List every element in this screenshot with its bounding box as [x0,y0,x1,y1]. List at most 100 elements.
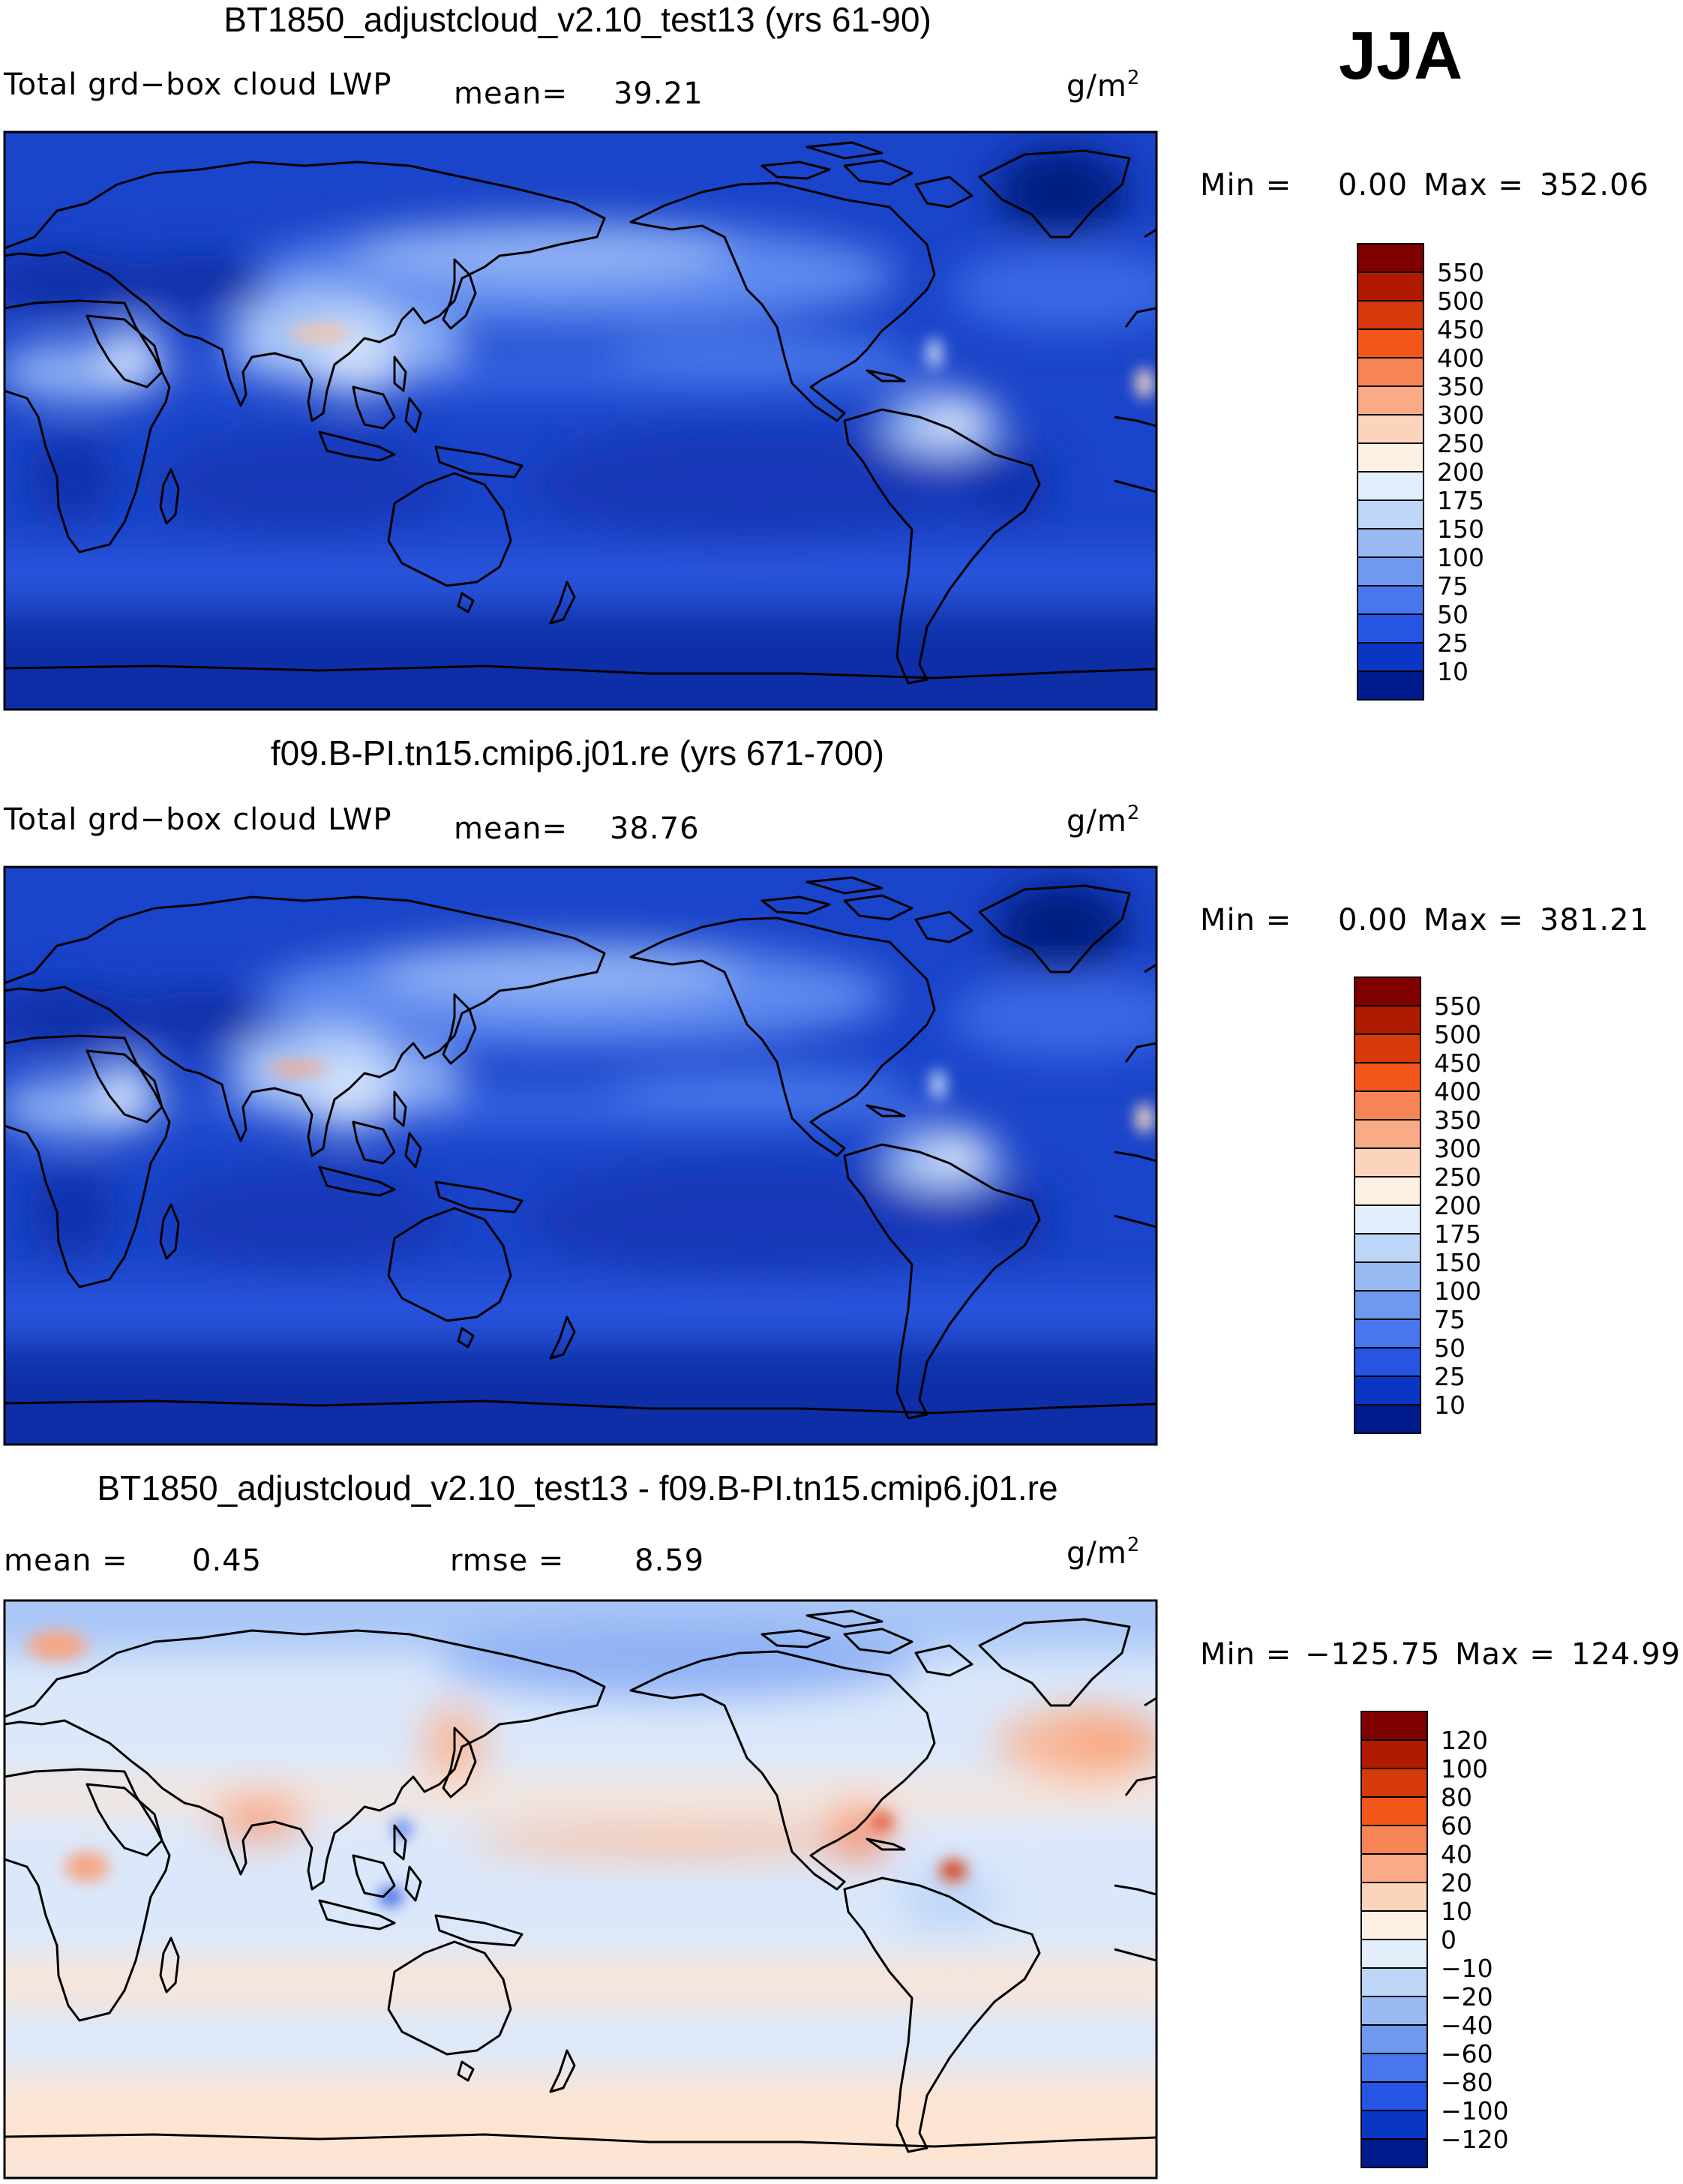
mean-value: 38.76 [610,812,700,846]
mean-value: 0.45 [192,1544,262,1578]
units-label: g/m2 [1066,1534,1140,1570]
colorbar-swatch [1360,2081,1428,2111]
max-value: 124.99 [1571,1637,1681,1672]
rmse-value: 8.59 [634,1544,704,1578]
panel-title: BT1850_adjustcloud_v2.10_test13 - f09.B-… [97,1468,1058,1508]
colorbar-swatch [1357,386,1424,416]
panel-difference: BT1850_adjustcloud_v2.10_test13 - f09.B-… [3,1468,1681,2180]
variable-label: Total grd−box cloud LWP [3,68,392,102]
colorbar-tick-label: 10 [1441,1897,1472,1926]
colorbar-tick-label: 500 [1434,1020,1481,1049]
colorbar-tick-label: −120 [1441,2125,1509,2154]
colorbar-swatch [1360,1882,1428,1912]
min-label: Min = [1200,1637,1292,1672]
colorbar-swatch [1360,2110,1428,2140]
colorbar-swatch [1354,1062,1421,1092]
min-label: Min = [1200,903,1292,938]
colorbar-tick-label: −20 [1441,1982,1493,2012]
colorbar-swatch [1360,2053,1428,2083]
units-label: g/m2 [1066,67,1140,104]
colorbar-tick-label: 100 [1441,1754,1488,1784]
colorbar-swatch [1357,642,1424,672]
colorbar-swatch [1357,500,1424,530]
colorbar: 5505004504003503002502001751501007550251… [1357,243,1484,700]
colorbar: 5505004504003503002502001751501007550251… [1354,976,1481,1434]
min-value: 0.00 [1338,903,1408,938]
colorbar-swatch [1354,1176,1421,1206]
colorbar-tick-label: 150 [1437,514,1484,544]
colorbar-swatch [1354,976,1421,1006]
colorbar-swatch [1360,1853,1428,1883]
colorbar-tick-label: 10 [1437,657,1468,686]
variable-label: Total grd−box cloud LWP [3,802,392,837]
colorbar-swatch [1354,1090,1421,1120]
colorbar-tick-label: 450 [1434,1048,1481,1078]
colorbar-swatch [1357,528,1424,558]
colorbar-swatch [1357,614,1424,644]
min-value: 0.00 [1338,168,1408,202]
mean-label: mean= [454,76,568,111]
mean-label: mean= [454,812,568,846]
colorbar-swatch [1354,1376,1421,1406]
season-label: JJA [1339,19,1462,94]
colorbar-tick-label: 200 [1437,458,1484,487]
colorbar-tick-label: 25 [1434,1362,1466,1391]
colorbar-swatch [1360,1967,1428,1997]
colorbar-swatch [1354,1119,1421,1149]
colorbar-tick-label: −60 [1441,2039,1493,2068]
colorbar-swatch [1354,1034,1421,1064]
max-value: 352.06 [1540,168,1649,202]
panel-model-1: BT1850_adjustcloud_v2.10_test13 (yrs 61-… [3,0,1649,711]
colorbar-swatch [1354,1148,1421,1178]
max-label: Max = [1424,903,1524,938]
min-label: Min = [1200,168,1292,202]
colorbar-tick-label: 25 [1437,628,1468,658]
colorbar-swatch [1354,1290,1421,1320]
colorbar-tick-label: 400 [1437,344,1484,373]
min-value: −125.75 [1305,1637,1440,1672]
colorbar-tick-label: 50 [1437,600,1468,629]
colorbar-swatch [1360,1996,1428,2026]
colorbar-swatch [1357,414,1424,444]
colorbar-swatch [1354,1404,1421,1434]
colorbar-swatch [1354,1262,1421,1292]
colorbar-tick-label: 100 [1437,543,1484,572]
max-label: Max = [1424,168,1524,202]
colorbar-swatch [1357,243,1424,273]
colorbar-tick-label: 400 [1434,1077,1481,1106]
colorbar-swatch [1354,1318,1421,1348]
colorbar-swatch [1360,1739,1428,1769]
colorbar-tick-label: 80 [1441,1783,1472,1812]
colorbar-swatch [1360,1825,1428,1855]
colorbar-tick-label: 250 [1437,429,1484,458]
colorbar-swatch [1357,328,1424,358]
colorbar-tick-label: 200 [1434,1191,1481,1220]
colorbar-tick-label: 175 [1437,486,1484,515]
colorbar-swatch [1357,442,1424,472]
colorbar-tick-label: 300 [1434,1134,1481,1163]
colorbar-tick-label: 75 [1434,1305,1466,1334]
colorbar-swatch [1357,272,1424,302]
colorbar-tick-label: −100 [1441,2096,1509,2126]
colorbar-swatch [1360,1711,1428,1741]
colorbar-tick-label: 50 [1434,1334,1466,1363]
map-field [3,1599,1158,2180]
colorbar-tick-label: 250 [1434,1162,1481,1192]
colorbar-swatch [1357,556,1424,586]
mean-value: 39.21 [614,76,704,111]
max-label: Max = [1455,1637,1556,1672]
colorbar-swatch [1354,1233,1421,1263]
colorbar-tick-label: 300 [1437,400,1484,430]
colorbar-swatch [1360,1796,1428,1826]
colorbar-swatch [1357,471,1424,501]
panel-model-2: f09.B-PI.tn15.cmip6.j01.re (yrs 671-700)… [3,734,1648,1446]
colorbar-tick-label: 120 [1441,1726,1488,1755]
colorbar-tick-label: 550 [1434,992,1481,1021]
colorbar-tick-label: −40 [1441,2011,1493,2040]
colorbar-swatch [1357,300,1424,330]
colorbar-swatch [1360,1910,1428,1940]
colorbar-tick-label: −10 [1441,1954,1493,1983]
colorbar-swatch [1354,1204,1421,1234]
